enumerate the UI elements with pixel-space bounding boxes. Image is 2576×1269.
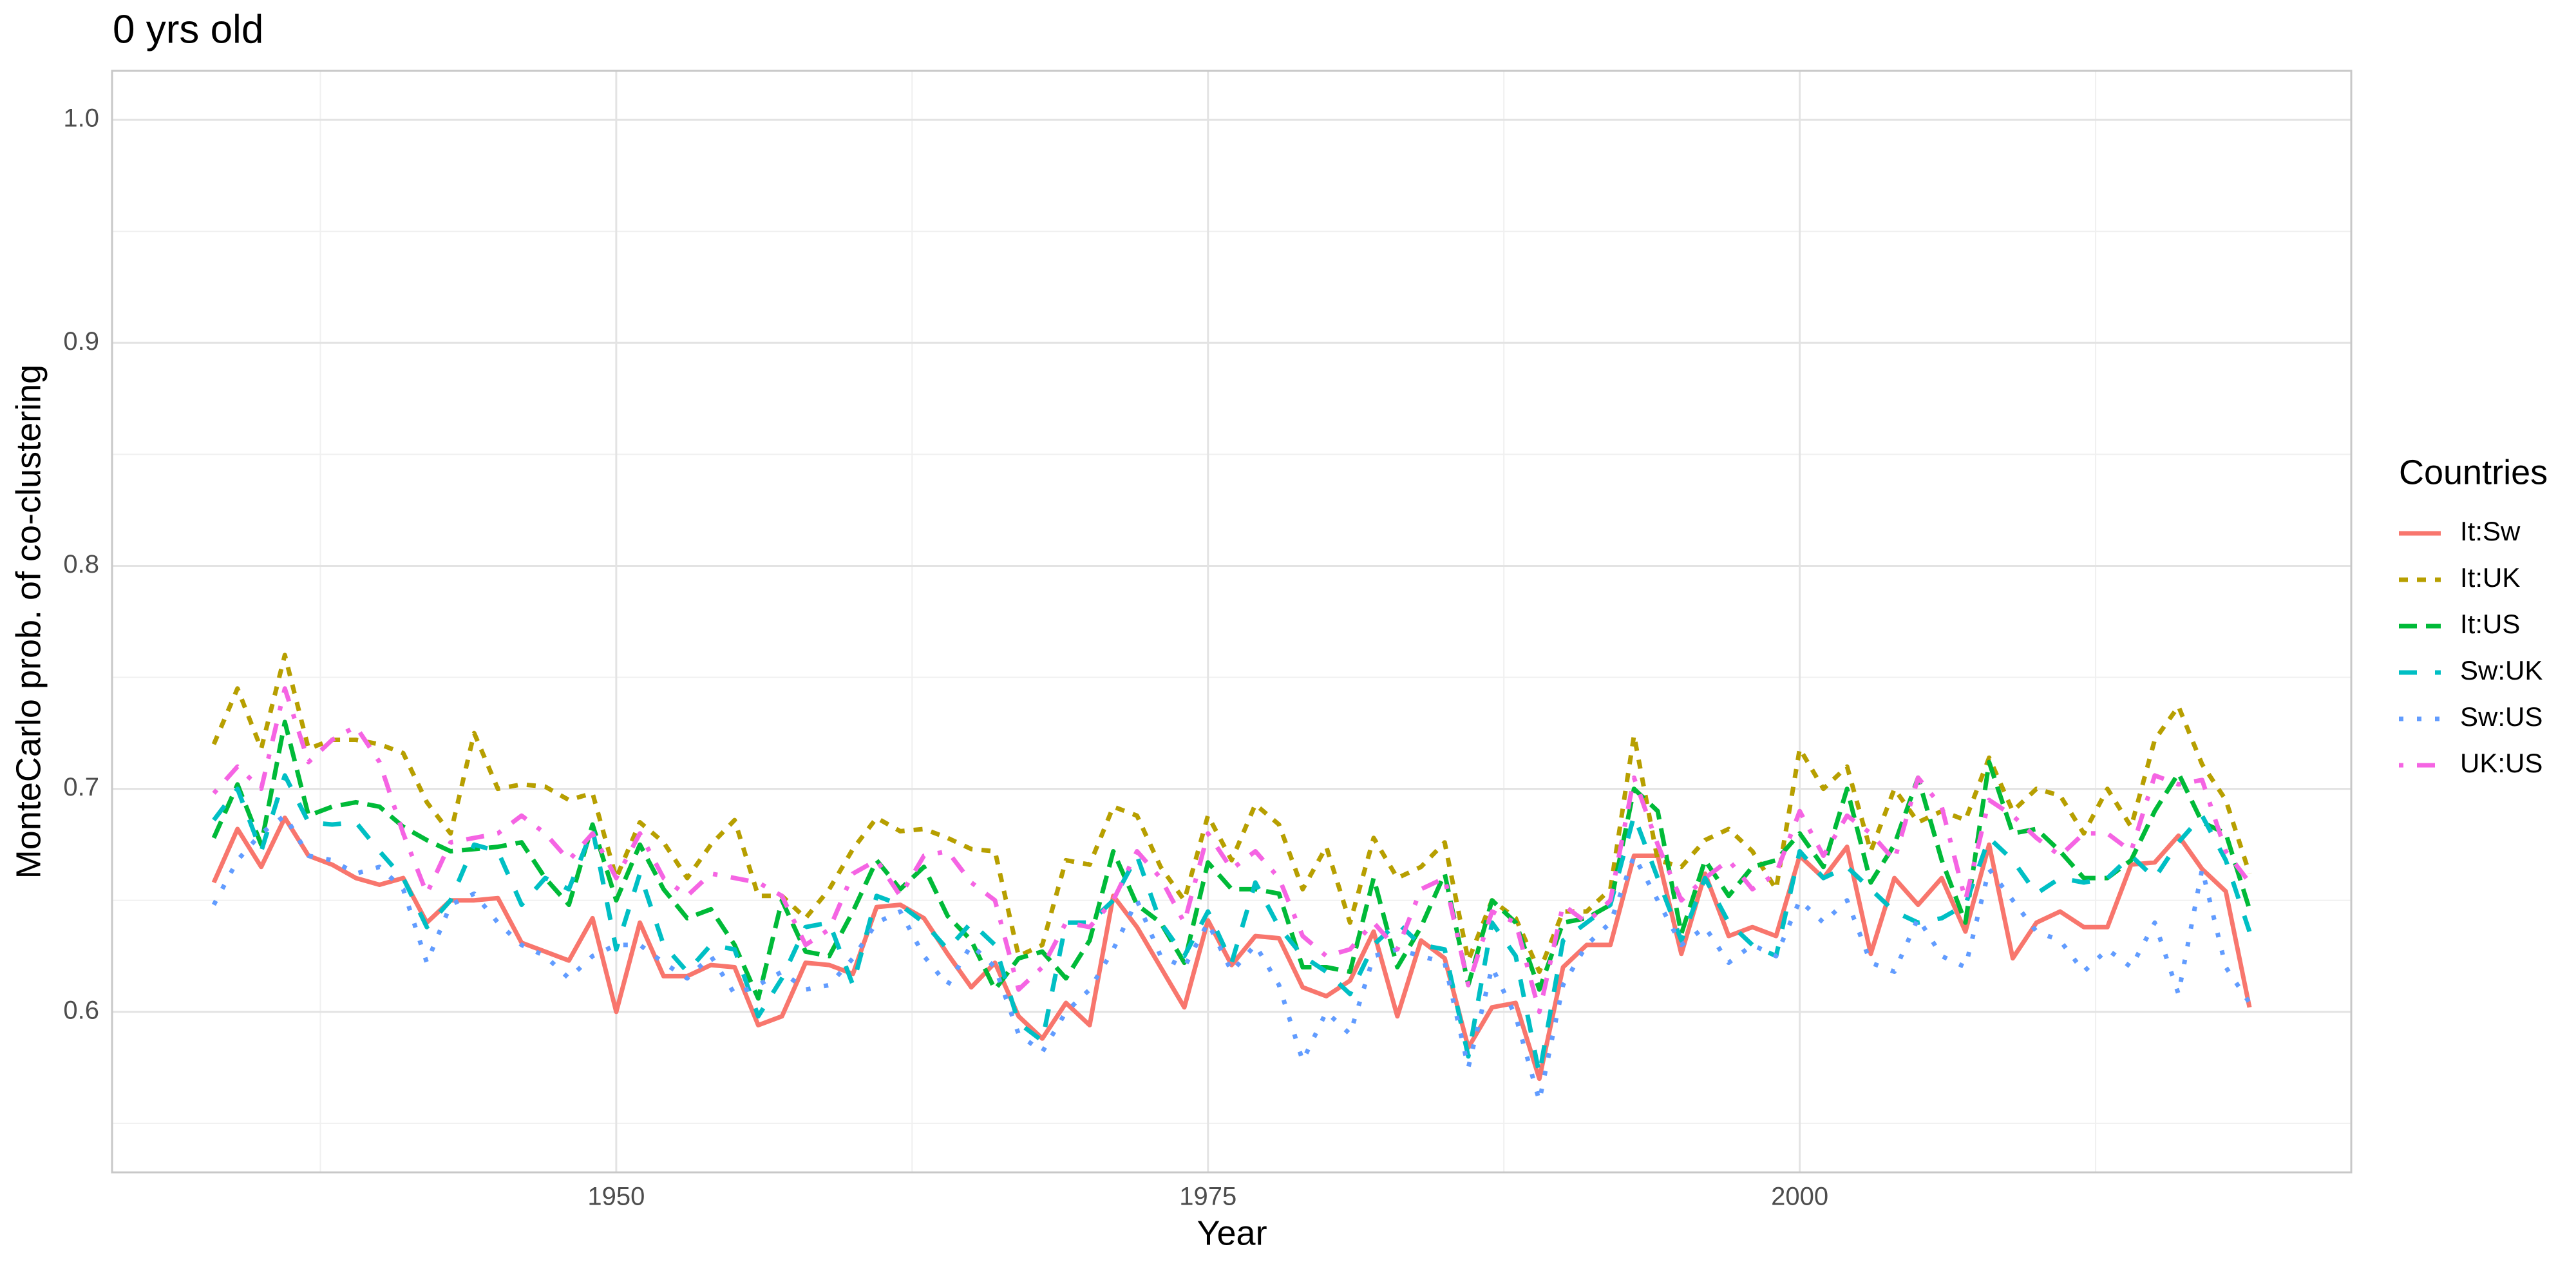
x-tick-label: 2000 [1771, 1183, 1828, 1211]
x-axis-label: Year [1197, 1214, 1267, 1252]
y-tick-label: 0.7 [63, 773, 99, 801]
series-line [211, 813, 2251, 1103]
y-axis-label: MonteCarlo prob. of co-clustering [9, 365, 48, 879]
series-line [211, 653, 2252, 974]
x-tick-label: 1975 [1179, 1183, 1236, 1211]
y-tick-label: 0.6 [63, 996, 99, 1024]
series-line [212, 773, 2252, 1077]
legend-label: It:UK [2460, 562, 2520, 593]
series-line [211, 720, 2252, 1001]
legend-label: Sw:UK [2460, 655, 2543, 685]
panel-border [111, 70, 2353, 1174]
legend-label: Sw:US [2460, 701, 2543, 732]
y-tick-label: 1.0 [63, 104, 99, 133]
x-tick-label: 1950 [587, 1183, 645, 1211]
chart-title: 0 yrs old [113, 7, 263, 52]
series-line [211, 816, 2252, 1082]
legend-title: Countries [2399, 453, 2548, 491]
legend-label: UK:US [2460, 748, 2543, 778]
legend-label: It:Sw [2460, 516, 2521, 546]
legend-label: It:US [2460, 609, 2520, 639]
y-tick-label: 0.9 [63, 327, 99, 356]
series-line [212, 686, 2251, 1015]
y-tick-label: 0.8 [63, 550, 99, 578]
